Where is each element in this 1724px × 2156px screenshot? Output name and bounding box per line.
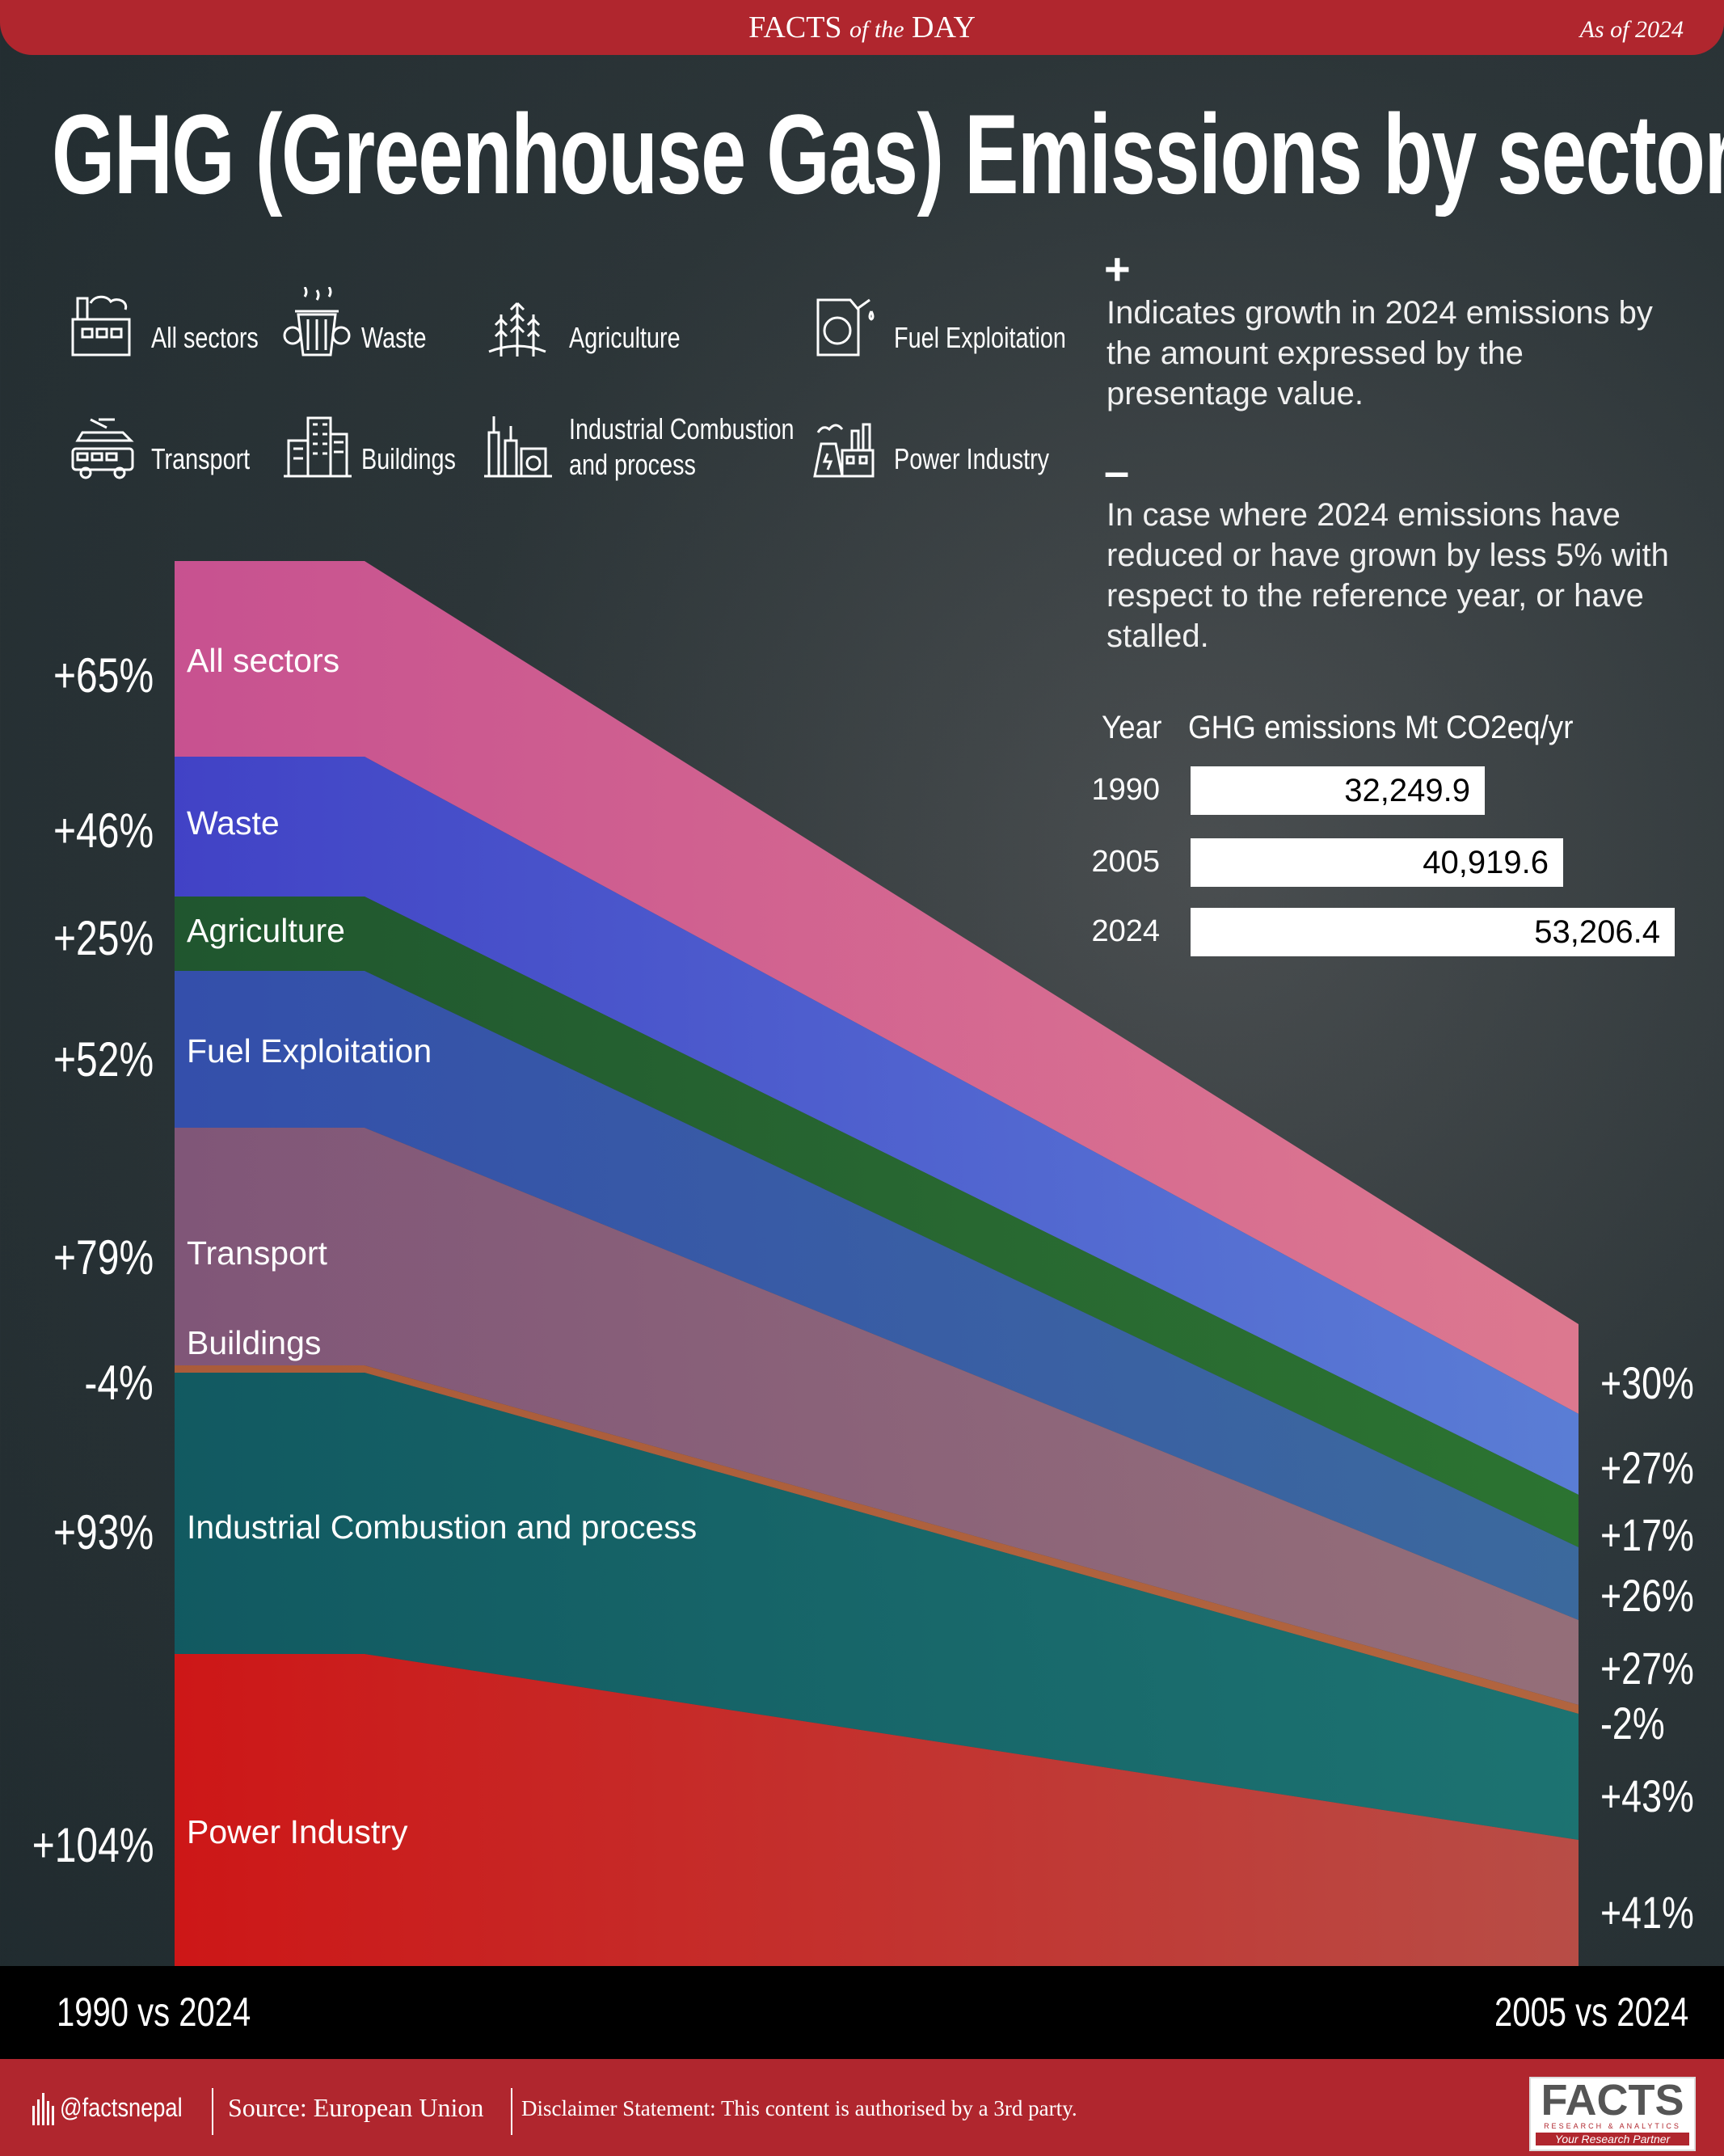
disclaimer-text: Disclaimer Statement: This content is au… xyxy=(521,2096,1077,2120)
logo-tag: Your Research Partner xyxy=(1536,2133,1689,2145)
band-power-industry xyxy=(175,1654,1579,1966)
table-year: 2024 xyxy=(1091,914,1160,948)
change-1990-label: +65% xyxy=(53,648,154,702)
band-transport xyxy=(175,1128,1579,1705)
logo-sub: RESEARCH & ANALYTICS xyxy=(1544,2122,1681,2130)
table-year: 2005 xyxy=(1091,845,1160,879)
change-2005-label: +30% xyxy=(1600,1357,1694,1408)
table-header-value: GHG emissions Mt CO2eq/yr xyxy=(1188,710,1574,745)
change-2005-label: -2% xyxy=(1600,1698,1665,1749)
change-1990-label: +25% xyxy=(53,911,154,965)
band-agriculture xyxy=(175,897,1579,1547)
trash-bin-icon xyxy=(280,286,355,365)
change-1990-label: +93% xyxy=(53,1505,154,1559)
sector-label: Buildings xyxy=(187,1324,322,1361)
sector-label: Transport xyxy=(187,1234,327,1272)
table-year: 1990 xyxy=(1091,773,1160,807)
change-2005-label: +43% xyxy=(1600,1770,1694,1821)
left-axis-label: 1990 vs 2024 xyxy=(57,1989,251,2035)
sector-label: Fuel Exploitation xyxy=(187,1032,432,1070)
sector-label: All sectors xyxy=(187,642,340,679)
minus-sign: – xyxy=(1104,445,1130,496)
sector-label: Power Industry xyxy=(187,1813,408,1850)
title-text: GHG (Greenhouse Gas) Emissions by sector xyxy=(52,91,1724,217)
legend-label: Transport xyxy=(151,442,251,475)
change-2005-label: +17% xyxy=(1600,1509,1694,1560)
change-2005-label: +27% xyxy=(1600,1643,1694,1694)
divider xyxy=(212,2088,213,2135)
plus-sign: + xyxy=(1104,243,1131,294)
power-plant-icon xyxy=(807,408,881,487)
change-1990-label: +52% xyxy=(53,1032,154,1086)
vehicles-icon xyxy=(66,408,141,487)
right-axis-label: 2005 vs 2024 xyxy=(1494,1989,1688,2035)
legend-label: Agriculture xyxy=(569,321,681,354)
brand-end: DAY xyxy=(912,11,976,44)
brand-title: FACTS of the DAY xyxy=(0,10,1724,45)
legend-label: All sectors xyxy=(151,321,259,354)
emission-bar: 32,249.9 xyxy=(1191,766,1485,815)
legend-label: Buildings xyxy=(361,442,456,475)
band-fuel-exploitation xyxy=(175,971,1579,1620)
as-of-date: As of 2024 xyxy=(1579,16,1684,43)
minus-note: In case where 2024 emissions have reduce… xyxy=(1106,497,1669,654)
bar-chart-icon xyxy=(32,2093,54,2125)
change-1990-label: +104% xyxy=(32,1818,154,1872)
band-industrial-combustion-and-process xyxy=(175,1373,1579,1840)
change-2005-label: +41% xyxy=(1600,1887,1694,1938)
factory-icon xyxy=(66,287,141,365)
legend-label: Power Industry xyxy=(894,442,1050,475)
change-1990-label: -4% xyxy=(84,1356,154,1410)
source-text: Source: European Union xyxy=(228,2093,484,2122)
brand-mid: of the xyxy=(849,16,904,43)
footer: @factsnepal Source: European Union Discl… xyxy=(0,2059,1724,2156)
sector-label: Agriculture xyxy=(187,912,345,949)
legend-label: Industrial Combustion and process xyxy=(569,412,795,481)
band-waste xyxy=(175,757,1579,1495)
band-all-sectors xyxy=(175,561,1579,1414)
change-1990-label: +46% xyxy=(53,804,154,858)
wheat-icon xyxy=(481,287,555,365)
legend-label: Fuel Exploitation xyxy=(894,321,1066,354)
axis-bar: 1990 vs 2024 2005 vs 2024 xyxy=(0,1966,1724,2059)
legend-label: Waste xyxy=(361,321,427,354)
sector-label: Industrial Combustion and process xyxy=(187,1508,698,1546)
buildings-icon xyxy=(280,408,355,487)
emission-bar: 40,919.6 xyxy=(1191,838,1563,887)
facts-logo: FACTS RESEARCH & ANALYTICS Your Research… xyxy=(1529,2077,1696,2151)
change-1990-label: +79% xyxy=(53,1230,154,1285)
header-bar: FACTS of the DAY As of 2024 xyxy=(0,0,1724,55)
industrial-plant-icon xyxy=(481,408,555,487)
change-2005-label: +26% xyxy=(1600,1570,1694,1621)
page-title: GHG (Greenhouse Gas) Emissions by sector xyxy=(52,89,1724,220)
emission-bar: 53,206.4 xyxy=(1191,908,1675,956)
change-2005-label: +27% xyxy=(1600,1442,1694,1493)
divider xyxy=(511,2088,512,2135)
table-header-year: Year xyxy=(1102,710,1162,745)
social-handle[interactable]: @factsnepal xyxy=(60,2093,183,2122)
logo-text: FACTS xyxy=(1541,2076,1684,2124)
fuel-can-icon xyxy=(807,287,881,365)
plus-note: Indicates growth in 2024 emissions by th… xyxy=(1106,295,1653,411)
brand-word: FACTS xyxy=(748,11,842,44)
sector-label: Waste xyxy=(187,804,280,842)
